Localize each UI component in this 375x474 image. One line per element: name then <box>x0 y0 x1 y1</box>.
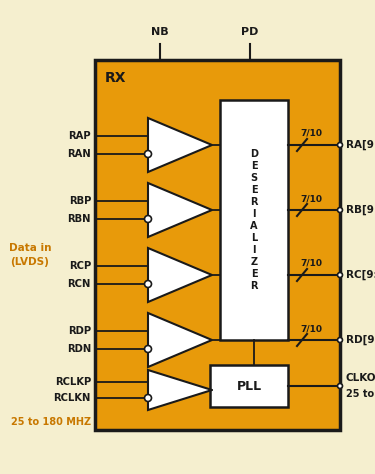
Text: D
E
S
E
R
I
A
L
I
Z
E
R: D E S E R I A L I Z E R <box>250 149 258 291</box>
Text: CLKOUT: CLKOUT <box>346 373 375 383</box>
Circle shape <box>338 208 342 212</box>
Text: RX: RX <box>105 71 126 85</box>
Text: PD: PD <box>242 27 259 37</box>
Text: RCLKP: RCLKP <box>55 377 91 387</box>
Text: RBN: RBN <box>68 214 91 224</box>
Polygon shape <box>148 313 212 367</box>
Circle shape <box>338 337 342 343</box>
Circle shape <box>338 383 342 389</box>
Text: RDP: RDP <box>68 326 91 336</box>
Circle shape <box>144 346 152 353</box>
Text: PLL: PLL <box>236 380 262 392</box>
Text: 7/10: 7/10 <box>300 324 322 333</box>
Polygon shape <box>148 183 212 237</box>
Polygon shape <box>148 248 212 302</box>
Circle shape <box>144 151 152 157</box>
Bar <box>220 100 288 340</box>
Text: 7/10: 7/10 <box>300 259 322 268</box>
Circle shape <box>144 281 152 288</box>
Text: 7/10: 7/10 <box>300 129 322 138</box>
Text: NB: NB <box>151 27 169 37</box>
Bar <box>95 60 340 430</box>
Text: 25 to 180 MHZ: 25 to 180 MHZ <box>11 417 91 427</box>
Text: RAN: RAN <box>67 149 91 159</box>
Text: RB[9:0]: RB[9:0] <box>346 205 375 215</box>
Text: RC[9:0]: RC[9:0] <box>346 270 375 280</box>
Polygon shape <box>148 118 212 172</box>
Text: RAP: RAP <box>68 131 91 141</box>
Text: 25 to 180 MHz: 25 to 180 MHz <box>346 389 375 399</box>
Text: RCN: RCN <box>68 279 91 289</box>
Circle shape <box>144 216 152 222</box>
Circle shape <box>144 394 152 401</box>
Circle shape <box>338 143 342 147</box>
Text: RDN: RDN <box>67 344 91 354</box>
Text: RCLKN: RCLKN <box>54 393 91 403</box>
Text: 7/10: 7/10 <box>300 194 322 203</box>
Text: Data in
(LVDS): Data in (LVDS) <box>9 244 51 266</box>
Text: RBP: RBP <box>69 196 91 206</box>
Polygon shape <box>148 370 212 410</box>
Text: RA[9:0]: RA[9:0] <box>346 140 375 150</box>
Text: RD[9:0]: RD[9:0] <box>346 335 375 345</box>
Circle shape <box>338 273 342 277</box>
Bar <box>210 365 288 407</box>
Text: RCP: RCP <box>69 261 91 271</box>
